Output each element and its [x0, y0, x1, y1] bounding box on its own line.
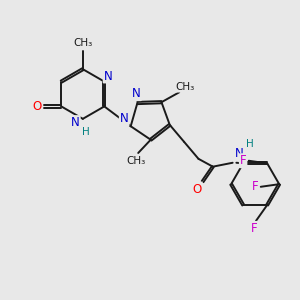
Text: N: N	[71, 116, 80, 129]
Text: CH₃: CH₃	[127, 156, 146, 167]
Text: N: N	[104, 70, 112, 83]
Text: N: N	[235, 147, 244, 160]
Text: H: H	[246, 139, 253, 149]
Text: F: F	[240, 154, 246, 167]
Text: N: N	[132, 87, 141, 100]
Text: O: O	[192, 183, 202, 196]
Text: F: F	[251, 222, 257, 235]
Text: CH₃: CH₃	[73, 38, 92, 48]
Text: CH₃: CH₃	[175, 82, 194, 92]
Text: H: H	[82, 127, 89, 137]
Text: N: N	[120, 112, 129, 125]
Text: O: O	[33, 100, 42, 113]
Text: F: F	[252, 180, 258, 193]
